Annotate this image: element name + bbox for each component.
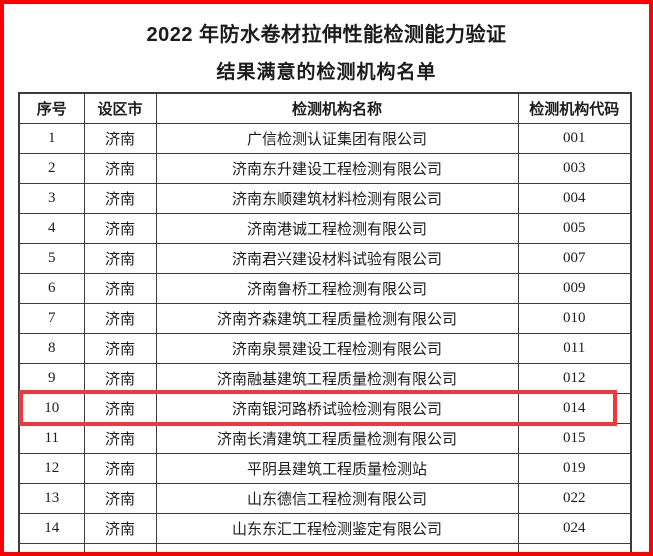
cell-city: 济南	[83, 483, 157, 514]
cell-institution-code: 009	[517, 273, 632, 304]
cell-serial-number: 12	[18, 453, 85, 484]
cell-institution-name: 山东东汇工程检测鉴定有限公司	[155, 513, 519, 544]
cell-institution-name: 济南齐森建筑工程质量检测有限公司	[155, 303, 519, 334]
table-row: 11 济南 济南长清建筑工程质量检测有限公司 015	[18, 423, 632, 454]
cell-city: 济南	[83, 513, 157, 544]
table-row: 9 济南 济南融基建筑工程质量检测有限公司 012	[18, 363, 632, 394]
table-row: 13 济南 山东德信工程检测有限公司 022	[18, 483, 632, 514]
cell-serial-number: 8	[18, 333, 85, 364]
table-row: 7 济南 济南齐森建筑工程质量检测有限公司 010	[18, 303, 632, 334]
table-row: 3 济南 济南东顺建筑材料检测有限公司 004	[18, 183, 632, 214]
document-subtitle: 结果满意的检测机构名单	[216, 62, 437, 83]
cell-serial-number: 7	[18, 303, 85, 334]
cell-city: 济南	[83, 393, 157, 424]
cell-city: 济南	[83, 183, 157, 214]
table-row: 1 济南 广信检测认证集团有限公司 001	[18, 123, 632, 154]
cell-institution-name: 平阴县建筑工程质量检测站	[155, 453, 519, 484]
cell-institution-code: 005	[517, 213, 632, 244]
cell-empty	[83, 543, 157, 552]
cell-city: 济南	[83, 423, 157, 454]
header-serial-number: 序号	[18, 92, 85, 124]
table-row: 6 济南 济南鲁桥工程检测有限公司 009	[18, 273, 632, 304]
header-institution-code: 检测机构代码	[517, 92, 632, 124]
cell-empty	[18, 543, 85, 552]
cell-institution-name: 济南融基建筑工程质量检测有限公司	[155, 363, 519, 394]
cell-institution-code: 019	[517, 453, 632, 484]
cell-city: 济南	[83, 243, 157, 274]
table-header-row: 序号 设区市 检测机构名称 检测机构代码	[18, 92, 632, 124]
cell-institution-name: 济南东顺建筑材料检测有限公司	[155, 183, 519, 214]
table-row: 5 济南 济南君兴建设材料试验有限公司 007	[18, 243, 632, 274]
cell-institution-name: 济南君兴建设材料试验有限公司	[155, 243, 519, 274]
cell-serial-number: 5	[18, 243, 85, 274]
cell-institution-code: 007	[517, 243, 632, 274]
cell-city: 济南	[83, 363, 157, 394]
cell-institution-name: 广信检测认证集团有限公司	[155, 123, 519, 154]
table-row-partial	[18, 543, 632, 552]
cell-city: 济南	[83, 273, 157, 304]
cell-city: 济南	[83, 453, 157, 484]
cell-institution-name: 济南鲁桥工程检测有限公司	[155, 273, 519, 304]
table-row: 10 济南 济南银河路桥试验检测有限公司 014	[18, 393, 632, 424]
cell-institution-code: 011	[517, 333, 632, 364]
table-row: 14 济南 山东东汇工程检测鉴定有限公司 024	[18, 513, 632, 544]
cell-institution-name: 济南长清建筑工程质量检测有限公司	[155, 423, 519, 454]
cell-empty	[517, 543, 632, 552]
header-institution-name: 检测机构名称	[155, 92, 519, 124]
cell-institution-name: 济南泉景建设工程检测有限公司	[155, 333, 519, 364]
cell-institution-code: 014	[517, 393, 632, 424]
cell-serial-number: 11	[18, 423, 85, 454]
cell-empty	[155, 543, 519, 552]
table-row: 8 济南 济南泉景建设工程检测有限公司 011	[18, 333, 632, 364]
cell-institution-code: 001	[517, 123, 632, 154]
document-title: 2022 年防水卷材拉伸性能检测能力验证	[146, 24, 507, 46]
institutions-table: 序号 设区市 检测机构名称 检测机构代码 1 济南 广信检测认证集团有限公司 0…	[18, 92, 632, 552]
cell-city: 济南	[83, 333, 157, 364]
cell-institution-code: 004	[517, 183, 632, 214]
cell-city: 济南	[83, 123, 157, 154]
cell-institution-name: 山东德信工程检测有限公司	[155, 483, 519, 514]
table-row: 4 济南 济南港诚工程检测有限公司 005	[18, 213, 632, 244]
cell-serial-number: 9	[18, 363, 85, 394]
table-row: 12 济南 平阴县建筑工程质量检测站 019	[18, 453, 632, 484]
cell-serial-number: 10	[18, 393, 85, 424]
cell-serial-number: 14	[18, 513, 85, 544]
cell-serial-number: 4	[18, 213, 85, 244]
cell-institution-code: 003	[517, 153, 632, 184]
table-row: 2 济南 济南东升建设工程检测有限公司 003	[18, 153, 632, 184]
cell-serial-number: 13	[18, 483, 85, 514]
cell-institution-code: 010	[517, 303, 632, 334]
cell-institution-code: 024	[517, 513, 632, 544]
cell-serial-number: 6	[18, 273, 85, 304]
cell-institution-name: 济南银河路桥试验检测有限公司	[155, 393, 519, 424]
cell-serial-number: 3	[18, 183, 85, 214]
cell-city: 济南	[83, 153, 157, 184]
cell-institution-code: 015	[517, 423, 632, 454]
cell-institution-code: 022	[517, 483, 632, 514]
cell-institution-code: 012	[517, 363, 632, 394]
cell-institution-name: 济南港诚工程检测有限公司	[155, 213, 519, 244]
cell-institution-name: 济南东升建设工程检测有限公司	[155, 153, 519, 184]
cell-serial-number: 2	[18, 153, 85, 184]
cell-city: 济南	[83, 303, 157, 334]
cell-serial-number: 1	[18, 123, 85, 154]
header-city: 设区市	[83, 92, 157, 124]
cell-city: 济南	[83, 213, 157, 244]
